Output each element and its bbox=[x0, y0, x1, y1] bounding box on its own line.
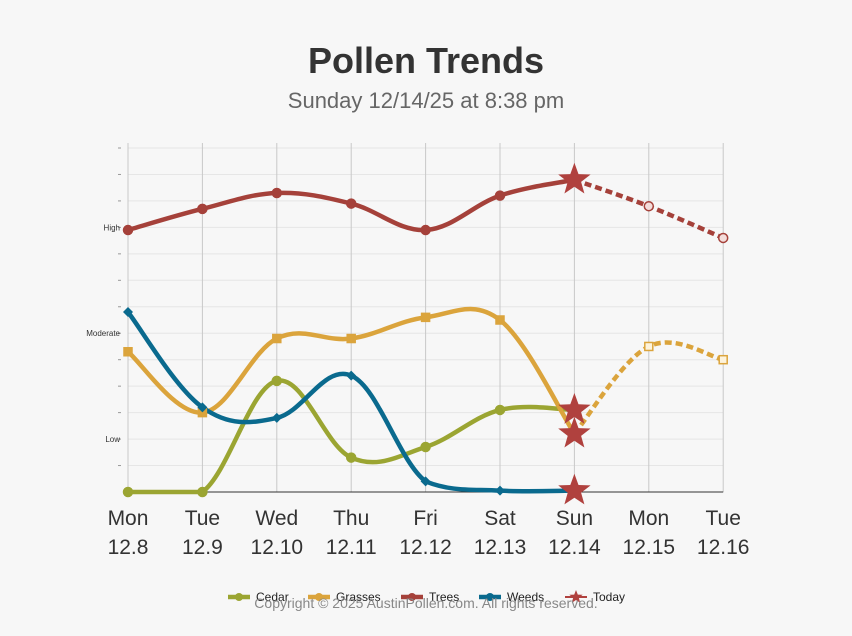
x-day-label: Tue bbox=[185, 507, 220, 530]
x-date-label: 12.10 bbox=[251, 536, 304, 559]
y-level-label: High bbox=[104, 223, 120, 232]
point-cedar bbox=[122, 486, 134, 498]
x-day-label: Mon bbox=[628, 507, 669, 530]
point-cedar bbox=[271, 375, 283, 387]
point-weeds bbox=[495, 485, 505, 496]
legend-label-trees[interactable]: Trees bbox=[429, 590, 459, 604]
point-trees bbox=[420, 224, 431, 236]
x-day-label: Mon bbox=[108, 507, 149, 530]
legend-marker-weeds bbox=[486, 593, 494, 601]
legend-label-cedar[interactable]: Cedar bbox=[256, 590, 289, 604]
today-star-weeds bbox=[558, 473, 591, 505]
x-date-label: 12.9 bbox=[182, 536, 223, 559]
legend-star-icon bbox=[569, 590, 583, 603]
legend-marker-grasses bbox=[315, 593, 323, 601]
point-grasses bbox=[644, 341, 654, 352]
legend-marker-cedar bbox=[235, 593, 243, 601]
point-grasses bbox=[495, 315, 505, 325]
chart-subtitle: Sunday 12/14/25 at 8:38 pm bbox=[287, 88, 565, 113]
chart-title: Pollen Trends bbox=[307, 40, 545, 81]
x-day-label: Sat bbox=[484, 507, 516, 530]
x-date-label: 12.12 bbox=[399, 536, 452, 559]
legend-label-grasses[interactable]: Grasses bbox=[336, 590, 381, 604]
series-markers bbox=[122, 187, 729, 498]
x-date-label: 12.16 bbox=[697, 536, 750, 559]
point-weeds bbox=[346, 370, 357, 381]
point-trees bbox=[494, 190, 506, 201]
point-grasses bbox=[346, 333, 356, 344]
point-weeds bbox=[271, 412, 282, 423]
x-date-label: 12.13 bbox=[474, 536, 527, 559]
point-trees bbox=[122, 224, 134, 236]
x-day-label: Fri bbox=[413, 507, 438, 530]
x-day-label: Thu bbox=[333, 507, 369, 530]
point-trees bbox=[345, 198, 357, 209]
point-trees bbox=[197, 203, 208, 215]
legend-label-weeds[interactable]: Weeds bbox=[507, 590, 544, 604]
x-axis-labels: Mon 12.8 Tue 12.9 Wed 12.10 Thu 12.11 Fri 12.12 Sa… bbox=[108, 507, 750, 559]
point-trees bbox=[643, 200, 655, 212]
point-cedar bbox=[494, 404, 506, 416]
y-level-label: Moderate bbox=[86, 329, 120, 338]
today-star-grasses bbox=[558, 416, 591, 448]
x-day-label: Wed bbox=[255, 507, 298, 530]
x-day-label: Sun bbox=[556, 507, 593, 530]
copyright-text: Copyright © 2025 AustinPollen.com. All r… bbox=[254, 595, 598, 611]
x-day-label: Tue bbox=[705, 507, 740, 530]
y-level-label: Low bbox=[105, 435, 120, 444]
x-date-label: 12.15 bbox=[623, 536, 676, 559]
point-cedar bbox=[197, 486, 208, 498]
point-grasses bbox=[718, 354, 728, 365]
legend: Cedar Grasses Trees Weeds Today bbox=[228, 590, 625, 604]
today-star-cedar bbox=[558, 393, 591, 424]
x-date-label: 12.8 bbox=[108, 536, 149, 559]
y-axis-labels: Low Moderate High bbox=[86, 223, 120, 444]
point-grasses bbox=[123, 347, 133, 357]
x-date-label: 12.14 bbox=[548, 536, 601, 559]
legend-marker-trees bbox=[408, 593, 416, 601]
point-grasses bbox=[272, 333, 282, 344]
point-trees bbox=[717, 232, 729, 244]
legend-label-today[interactable]: Today bbox=[593, 590, 625, 604]
point-trees bbox=[271, 187, 283, 199]
today-star-trees bbox=[558, 162, 591, 194]
point-cedar bbox=[420, 441, 431, 453]
x-date-label: 12.11 bbox=[326, 536, 377, 559]
point-weeds bbox=[420, 476, 431, 487]
point-grasses bbox=[420, 312, 431, 323]
point-cedar bbox=[345, 452, 357, 463]
point-weeds bbox=[197, 402, 208, 413]
point-weeds bbox=[123, 307, 133, 318]
today-markers bbox=[558, 162, 591, 505]
